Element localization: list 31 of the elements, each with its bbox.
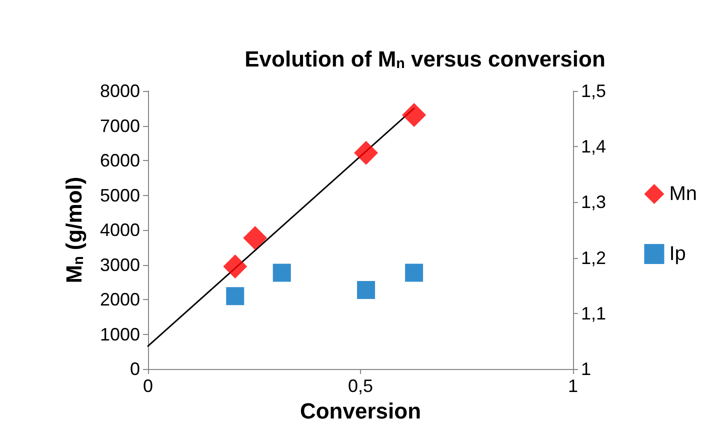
y-tick-label: 1000 (100, 324, 140, 344)
y-tick-label: 0 (130, 359, 140, 379)
y2-tick-label: 1,3 (581, 192, 606, 212)
legend-label: Mn (669, 183, 698, 205)
y2-tick-label: 1,4 (581, 136, 606, 157)
point (272, 264, 291, 282)
point (354, 140, 378, 165)
point (405, 264, 424, 282)
x-axis-title: Conversion (300, 398, 422, 424)
y2-tick-label: 1,5 (581, 81, 606, 101)
point (402, 102, 426, 127)
point (223, 254, 248, 278)
legend-label: Ip (669, 243, 686, 265)
y-tick-label: 6000 (100, 150, 140, 170)
y-tick-label: 8000 (100, 81, 140, 101)
y-tick-label: 7000 (100, 116, 140, 136)
y2-tick-label: 1 (581, 359, 592, 379)
y-tick-label: 4000 (100, 220, 140, 240)
x-tick-label: 1 (568, 376, 578, 396)
point (243, 226, 268, 250)
x-tick-label: 0 (142, 376, 154, 396)
y-tick-label: 5000 (100, 185, 140, 206)
y-tick-label: 2000 (100, 290, 140, 310)
point (357, 281, 376, 300)
y-axis-title: Mn (g/mol) (62, 176, 87, 284)
y2-tick-label: 1,1 (581, 303, 606, 324)
point (226, 287, 244, 306)
y2-tick-label: 1,2 (581, 248, 606, 268)
y-tick-label: 3000 (100, 254, 140, 275)
chart-title: Evolution of Mn versus conversion (244, 46, 606, 72)
x-tick-label: 0,5 (348, 376, 374, 396)
